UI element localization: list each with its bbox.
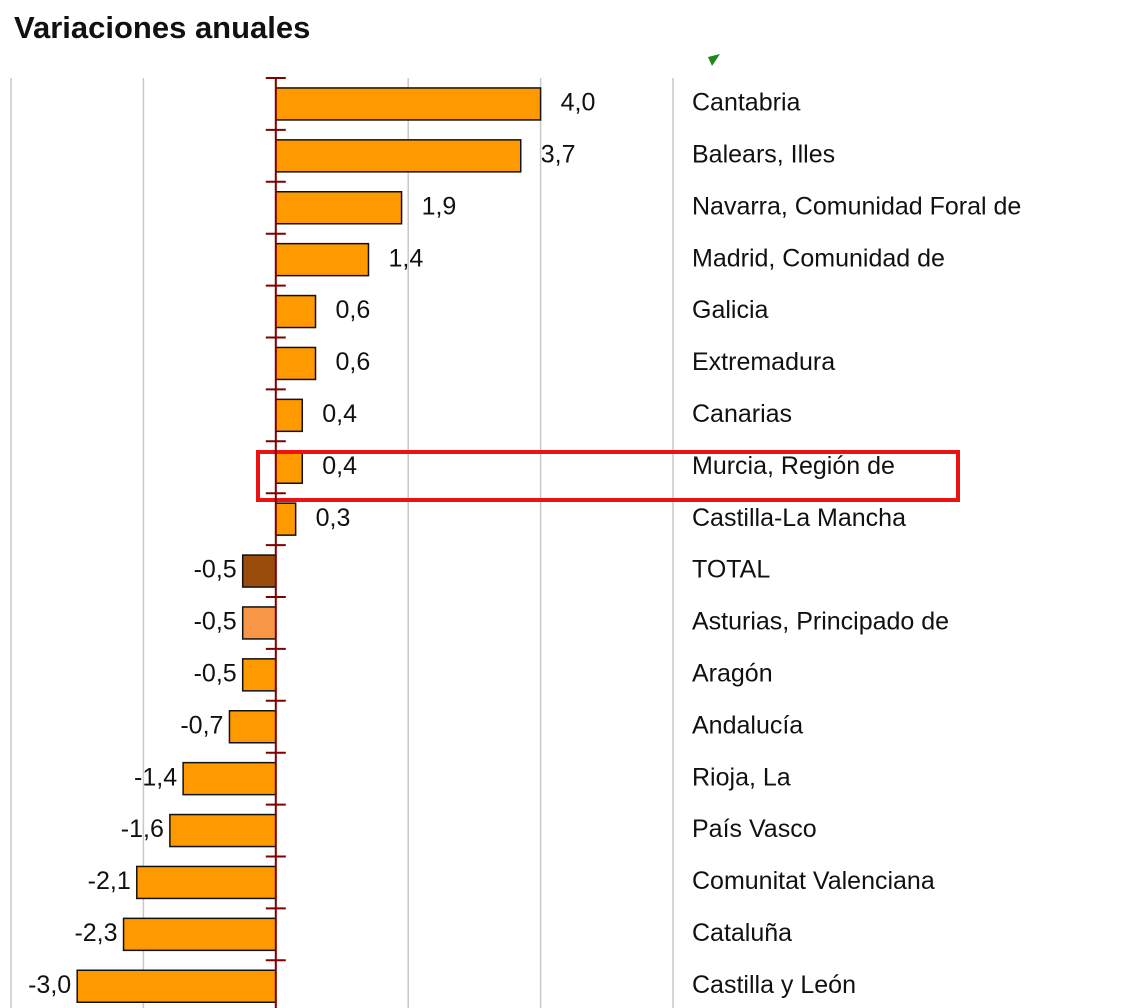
category-label: Extremadura — [692, 348, 835, 376]
bar — [275, 242, 370, 277]
value-label: -2,3 — [74, 919, 117, 947]
value-label: 0,6 — [336, 296, 371, 324]
bar — [275, 346, 317, 381]
bar — [275, 450, 304, 484]
category-label: Cataluña — [692, 919, 792, 947]
value-label: -2,1 — [88, 867, 131, 895]
value-label: 4,0 — [561, 89, 596, 117]
category-label: Comunitat Valenciana — [692, 867, 935, 895]
category-label: Castilla-La Mancha — [692, 504, 906, 532]
chart-title: Variaciones anuales — [14, 10, 310, 45]
value-label: 0,4 — [322, 400, 357, 428]
marker-icon — [708, 54, 720, 66]
bar — [241, 554, 277, 588]
bar — [275, 502, 297, 536]
category-label: Canarias — [692, 400, 792, 428]
value-label: 1,4 — [388, 244, 423, 272]
category-label: País Vasco — [692, 815, 817, 843]
value-label: -0,5 — [194, 608, 237, 636]
value-label: 0,4 — [322, 452, 357, 480]
value-label: 0,6 — [336, 348, 371, 376]
category-label: Asturias, Principado de — [692, 608, 949, 636]
value-label: 3,7 — [541, 140, 576, 168]
bar — [241, 606, 277, 640]
highlight-box — [256, 450, 960, 502]
bar — [275, 191, 403, 225]
bar — [275, 87, 542, 121]
bar — [122, 917, 277, 952]
value-label: -0,7 — [180, 711, 223, 739]
category-label: Rioja, La — [692, 763, 791, 791]
value-label: -1,4 — [134, 763, 177, 791]
value-label: 1,9 — [422, 192, 457, 220]
value-label: -0,5 — [194, 556, 237, 584]
bar — [241, 658, 277, 692]
bar — [275, 139, 522, 173]
category-label: Castilla y León — [692, 971, 856, 999]
category-label: TOTAL — [692, 556, 770, 584]
bar — [169, 813, 277, 848]
bar — [275, 294, 317, 329]
value-label: 0,3 — [316, 504, 351, 532]
category-label: Galicia — [692, 296, 769, 324]
bar — [182, 761, 277, 796]
category-label: Madrid, Comunidad de — [692, 244, 945, 272]
category-label: Andalucía — [692, 711, 803, 739]
category-label: Cantabria — [692, 89, 800, 117]
bar — [76, 969, 277, 1003]
bar — [275, 398, 304, 433]
category-label: Balears, Illes — [692, 140, 835, 168]
value-label: -1,6 — [121, 815, 164, 843]
category-label: Murcia, Región de — [692, 452, 895, 480]
value-label: -3,0 — [28, 971, 71, 999]
category-label: Navarra, Comunidad Foral de — [692, 192, 1021, 220]
category-label: Aragón — [692, 659, 773, 687]
value-label: -0,5 — [194, 659, 237, 687]
bar — [136, 865, 277, 900]
bar — [228, 710, 277, 744]
